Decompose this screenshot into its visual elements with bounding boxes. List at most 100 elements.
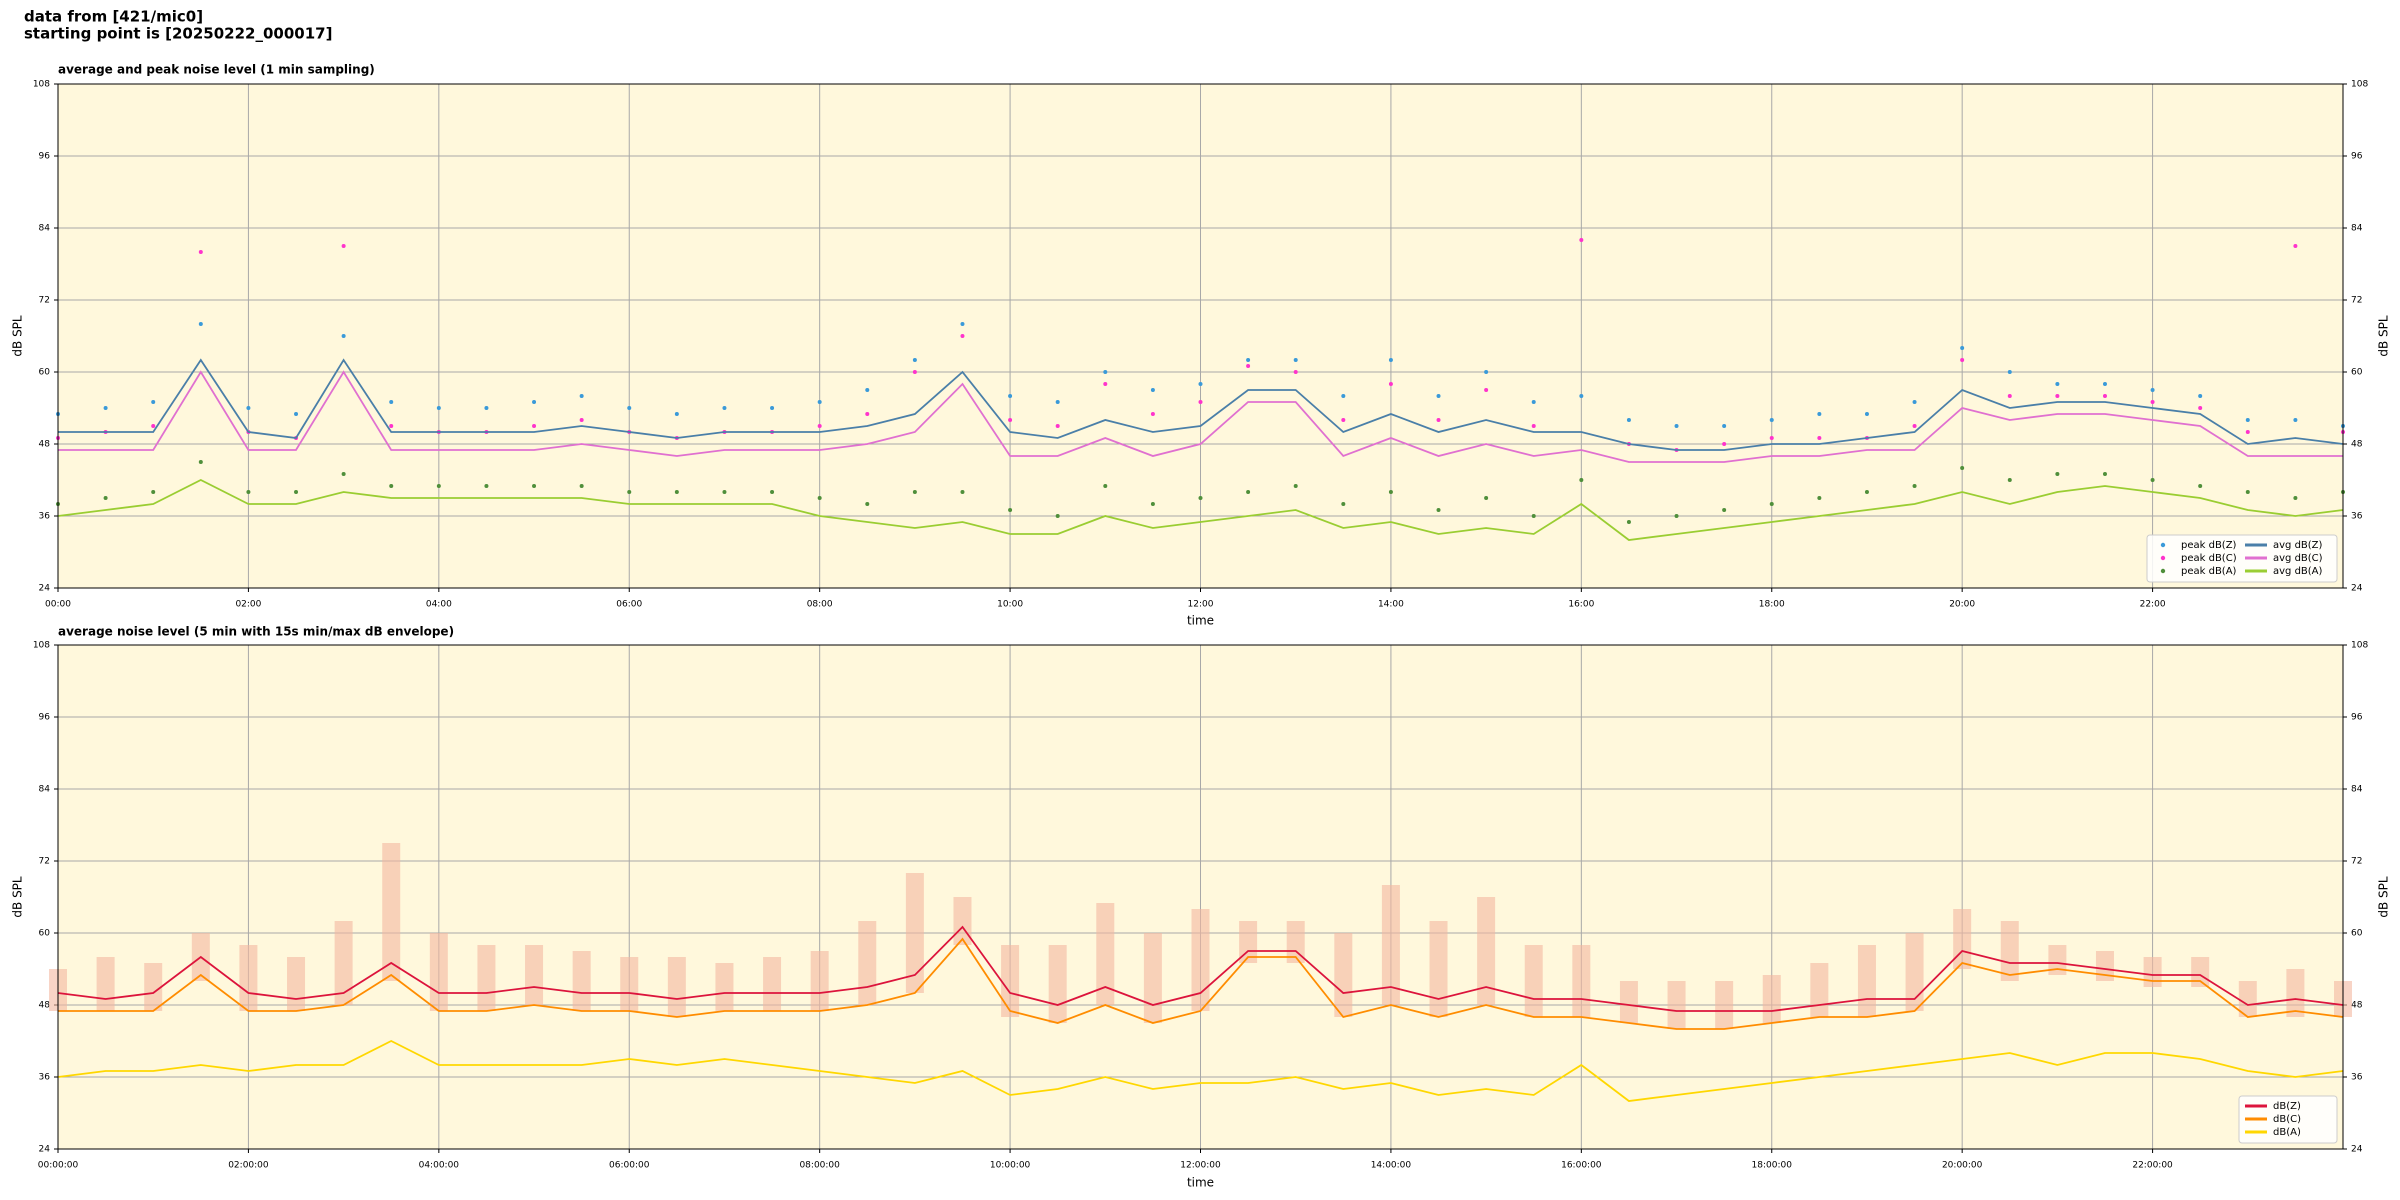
y-tick-label: 60	[39, 368, 51, 378]
y-tick-label: 72	[39, 857, 50, 867]
legend-label: dB(Z)	[2273, 1101, 2301, 1112]
y-axis-label: dB SPL	[11, 876, 25, 918]
peak-dot	[674, 490, 679, 494]
y-tick-label: 72	[39, 296, 50, 306]
series-line	[57, 1039, 2344, 1102]
x-tick-label: 12:00:00	[1180, 1161, 1221, 1171]
plot-frame	[57, 83, 2344, 589]
peak-dot	[151, 490, 156, 494]
peak-dot	[436, 484, 441, 488]
x-tick-label: 10:00	[997, 600, 1023, 610]
y-tick-label: 84	[39, 224, 51, 234]
x-tick-label: 04:00:00	[419, 1161, 460, 1171]
envelope-bar	[525, 945, 544, 1005]
x-tick-label: 06:00	[616, 600, 642, 610]
peak-dot	[579, 394, 584, 398]
peak-dot	[865, 502, 870, 506]
y2-tick-label: 60	[2351, 368, 2363, 378]
y2-axis-label: dB SPL	[2377, 315, 2391, 357]
peak-dot	[1103, 484, 1108, 488]
peak-dot	[1246, 490, 1251, 494]
peak-dot	[2007, 478, 2012, 482]
envelope-bar	[620, 957, 639, 1011]
y2-tick-label: 96	[2351, 713, 2363, 723]
y2-tick-label: 72	[2351, 857, 2362, 867]
peak-dot	[1864, 412, 1869, 416]
y2-tick-label: 36	[2351, 1073, 2363, 1083]
peak-dot	[1722, 424, 1727, 428]
envelope-bar	[1524, 945, 1543, 1017]
x-tick-label: 02:00	[235, 600, 261, 610]
peak-dot	[1960, 358, 1965, 362]
x-axis-label: time	[1187, 614, 1214, 628]
envelope-bar	[477, 945, 496, 1011]
series-line	[58, 370, 2343, 463]
peak-dot	[2245, 430, 2250, 434]
x-tick-label: 20:00:00	[1942, 1161, 1983, 1171]
x-tick-label: 14:00:00	[1371, 1161, 1412, 1171]
peak-dot	[627, 406, 632, 410]
envelope-bar	[1619, 981, 1638, 1023]
peak-dot	[198, 322, 203, 326]
peak-dot	[1626, 520, 1631, 524]
envelope-bar	[905, 873, 924, 993]
peak-dot	[770, 490, 775, 494]
x-tick-label: 18:00	[1759, 600, 1785, 610]
peak-dot	[1817, 412, 1822, 416]
peak-dot	[1531, 514, 1536, 518]
peak-dot	[389, 424, 394, 428]
envelope-bar	[334, 921, 353, 1005]
peak-dot	[1293, 484, 1298, 488]
envelope-bar	[763, 957, 782, 1011]
peak-dot	[722, 406, 727, 410]
peak-dot	[1579, 478, 1584, 482]
peak-dot	[912, 490, 917, 494]
series-line	[57, 478, 2344, 541]
peak-dot	[484, 484, 489, 488]
x-tick-label: 02:00:00	[228, 1161, 269, 1171]
peak-dot	[1008, 394, 1013, 398]
envelope-bar	[2095, 951, 2114, 981]
series-line	[58, 358, 2344, 451]
peak-dot	[1388, 490, 1393, 494]
y-tick-label: 84	[39, 785, 51, 795]
y2-tick-label: 72	[2351, 296, 2362, 306]
legend-label: peak dB(C)	[2181, 553, 2237, 564]
peak-dot	[1436, 418, 1441, 422]
peak-dot	[2055, 394, 2060, 398]
peak-dot	[1150, 388, 1155, 392]
y-tick-label: 96	[39, 713, 51, 723]
y-tick-label: 48	[39, 1001, 51, 1011]
peak-dot	[1198, 400, 1203, 404]
peak-dot	[1103, 382, 1108, 386]
peak-dot	[1912, 484, 1917, 488]
peak-dot	[151, 424, 156, 428]
peak-dot	[1722, 442, 1727, 446]
peak-dot	[1817, 436, 1822, 440]
peak-dot	[1246, 358, 1251, 362]
peak-dot	[1960, 466, 1965, 470]
peak-dot	[1341, 418, 1346, 422]
peak-dot	[1008, 418, 1013, 422]
peak-dot	[2007, 370, 2012, 374]
y2-tick-label: 108	[2351, 641, 2368, 651]
legend-label: avg dB(Z)	[2273, 540, 2323, 551]
x-tick-label: 08:00:00	[799, 1161, 840, 1171]
envelope-bar	[1239, 921, 1258, 963]
peak-dot	[2293, 496, 2298, 500]
envelope-bar	[810, 951, 829, 1011]
y2-axis-label: dB SPL	[2377, 876, 2391, 918]
peak-dot	[532, 484, 537, 488]
y-tick-label: 48	[39, 440, 51, 450]
peak-dot	[103, 496, 108, 500]
x-tick-label: 18:00:00	[1752, 1161, 1793, 1171]
x-tick-label: 10:00:00	[990, 1161, 1031, 1171]
peak-dot	[1150, 502, 1155, 506]
y2-tick-label: 36	[2351, 512, 2363, 522]
x-tick-label: 16:00	[1568, 600, 1594, 610]
peak-dot	[2293, 418, 2298, 422]
peak-dot	[2198, 406, 2203, 410]
peak-dot	[1817, 496, 1822, 500]
peak-dot	[1484, 388, 1489, 392]
